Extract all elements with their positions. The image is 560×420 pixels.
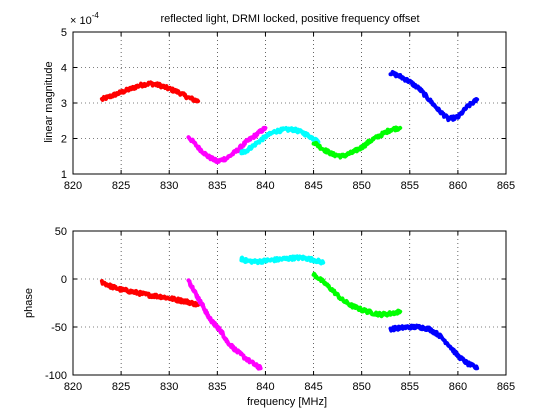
magnitude-x-tick-label: 860	[449, 180, 467, 192]
phase-y-tick-label: -100	[45, 370, 67, 382]
magnitude-y-tick-label: 4	[61, 63, 67, 75]
magnitude-x-tick-label: 820	[64, 180, 82, 192]
magnitude-series-group	[99, 70, 480, 165]
magnitude-series-line-5	[388, 70, 480, 123]
magnitude-y-tick-label: 5	[61, 27, 67, 39]
magnitude-x-tick-label: 835	[208, 180, 226, 192]
magnitude-x-tick-label: 825	[112, 180, 130, 192]
magnitude-series-line-3	[239, 126, 321, 156]
phase-x-tick-label: 860	[449, 381, 467, 393]
phase-x-tick-label: 865	[497, 381, 515, 393]
phase-plot-frame	[72, 230, 507, 376]
phase-ticks: 820 825 830 835 840 845 850 855 860 865 -100 -50 0 50	[45, 226, 515, 393]
magnitude-x-tick-label: 840	[256, 180, 274, 192]
magnitude-y-tick-label: 1	[61, 169, 67, 181]
phase-x-tick-label: 855	[401, 381, 419, 393]
phase-series-line-4	[311, 271, 403, 319]
phase-x-tick-label: 825	[112, 381, 130, 393]
magnitude-x-tick-label: 855	[401, 180, 419, 192]
phase-y-tick-label: 50	[55, 226, 67, 238]
phase-x-tick-label: 845	[304, 381, 322, 393]
phase-y-tick-label: 0	[61, 274, 67, 286]
magnitude-plot-title: reflected light, DRMI locked, positive f…	[160, 13, 419, 25]
magnitude-x-tick-label: 850	[352, 180, 370, 192]
phase-x-tick-label: 820	[64, 381, 82, 393]
phase-series-line-5	[388, 323, 480, 371]
phase-series-line-1	[99, 279, 201, 308]
phase-x-tick-label: 835	[208, 381, 226, 393]
magnitude-ticks: 820 825 830 835 840 845 850 855 860 865 1 2 3 4 5	[61, 27, 515, 192]
magnitude-axes: reflected light, DRMI locked, positive f…	[43, 11, 515, 192]
phase-y-tick-label: -50	[51, 322, 67, 334]
y-exponent: -4	[92, 11, 100, 20]
magnitude-series-line-4	[311, 125, 403, 160]
phase-gridlines	[73, 231, 506, 375]
magnitude-x-tick-label: 845	[304, 180, 322, 192]
phase-axes: phase frequency [MHz] 820 825 830 835 840 845…	[23, 226, 515, 408]
magnitude-x-tick-label: 830	[160, 180, 178, 192]
magnitude-x-tick-label: 865	[497, 180, 515, 192]
phase-x-tick-label: 850	[352, 381, 370, 393]
phase-series-line-3	[239, 254, 326, 266]
magnitude-y-axis-label: linear magnitude	[43, 61, 55, 142]
phase-series-group	[99, 254, 480, 371]
phase-x-tick-label: 840	[256, 381, 274, 393]
y-multiplier: × 10	[70, 15, 92, 27]
magnitude-series-line-1	[99, 80, 201, 104]
magnitude-y-tick-label: 2	[61, 134, 67, 146]
magnitude-series-line-2	[186, 125, 268, 165]
magnitude-y-tick-label: 3	[61, 98, 67, 110]
phase-series-line-2	[186, 278, 263, 371]
phase-x-axis-label: frequency [MHz]	[247, 396, 327, 408]
phase-x-tick-label: 830	[160, 381, 178, 393]
phase-y-axis-label: phase	[23, 288, 35, 318]
y-exponent-label: × 10-4	[70, 11, 99, 27]
